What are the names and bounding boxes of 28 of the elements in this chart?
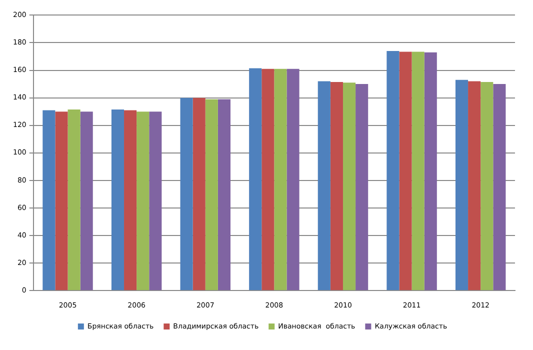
bar	[249, 68, 262, 290]
bar	[493, 84, 506, 290]
bar	[286, 68, 300, 290]
bar	[468, 81, 481, 290]
bar	[399, 52, 412, 290]
bar	[136, 112, 150, 290]
bar	[412, 52, 424, 290]
bar	[218, 99, 230, 290]
bar	[330, 82, 343, 290]
bar	[68, 110, 80, 290]
bar	[205, 99, 218, 290]
bar	[42, 110, 56, 290]
bar	[180, 98, 193, 290]
bar	[192, 98, 206, 290]
bar	[124, 110, 137, 290]
bar	[149, 112, 162, 290]
bar	[80, 112, 93, 290]
bar	[318, 81, 330, 290]
bar	[274, 68, 287, 290]
bar	[424, 52, 437, 290]
bar	[55, 112, 68, 290]
bar	[386, 51, 400, 290]
bar	[111, 110, 124, 290]
bar	[356, 84, 368, 290]
bar	[262, 68, 274, 290]
bar	[455, 80, 468, 290]
bar	[342, 82, 356, 290]
bar	[480, 82, 494, 290]
